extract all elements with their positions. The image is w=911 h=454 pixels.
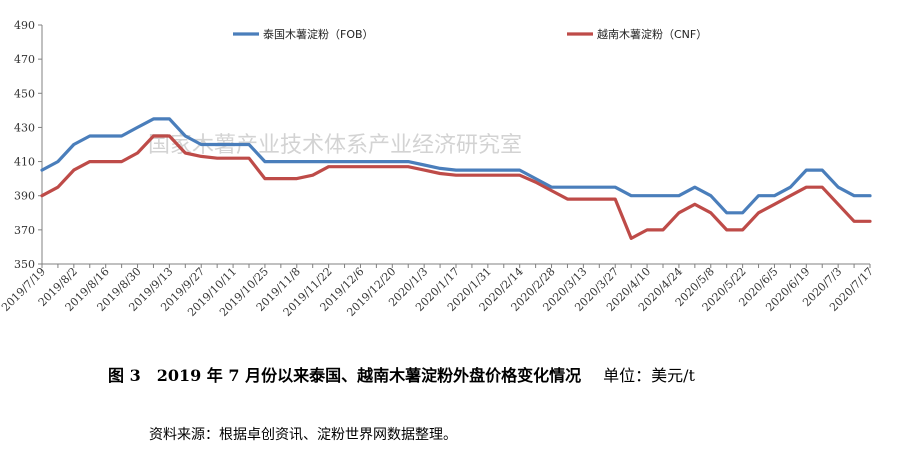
caption-unit: 单位：美元/t xyxy=(603,366,695,385)
figure-caption: 图 3 2019 年 7 月份以来泰国、越南木薯淀粉外盘价格变化情况 单位：美元/… xyxy=(108,362,898,386)
y-tick-label: 490 xyxy=(14,19,35,32)
caption-title: 图 3 2019 年 7 月份以来泰国、越南木薯淀粉外盘价格变化情况 xyxy=(108,366,582,385)
y-tick-label: 470 xyxy=(14,53,35,66)
y-axis: 350 370 390 410 430 450 470 490 xyxy=(14,19,43,271)
x-tick-label: 2019/7/19 xyxy=(0,265,48,314)
source-note: 资料来源：根据卓创资讯、淀粉世界网数据整理。 xyxy=(149,427,457,443)
y-tick-label: 430 xyxy=(14,121,35,134)
series-line-2 xyxy=(40,134,872,240)
series-lines xyxy=(40,117,872,240)
y-tick-label: 370 xyxy=(14,224,35,237)
y-tick-label: 390 xyxy=(14,190,35,203)
line-chart: 350 370 390 410 430 450 470 490 2019/7/192019/8… xyxy=(0,19,876,319)
y-tick-label: 350 xyxy=(14,258,35,271)
legend-label-2: 越南木薯淀粉（CNF） xyxy=(597,27,707,41)
series-line-1 xyxy=(40,117,872,215)
y-tick-label: 410 xyxy=(14,156,35,169)
x-axis: 2019/7/192019/8/22019/8/162019/8/302019/… xyxy=(0,263,876,319)
legend: 泰国木薯淀粉（FOB） 越南木薯淀粉（CNF） xyxy=(233,27,707,41)
y-tick-label: 450 xyxy=(14,87,35,100)
legend-label-1: 泰国木薯淀粉（FOB） xyxy=(263,27,374,41)
